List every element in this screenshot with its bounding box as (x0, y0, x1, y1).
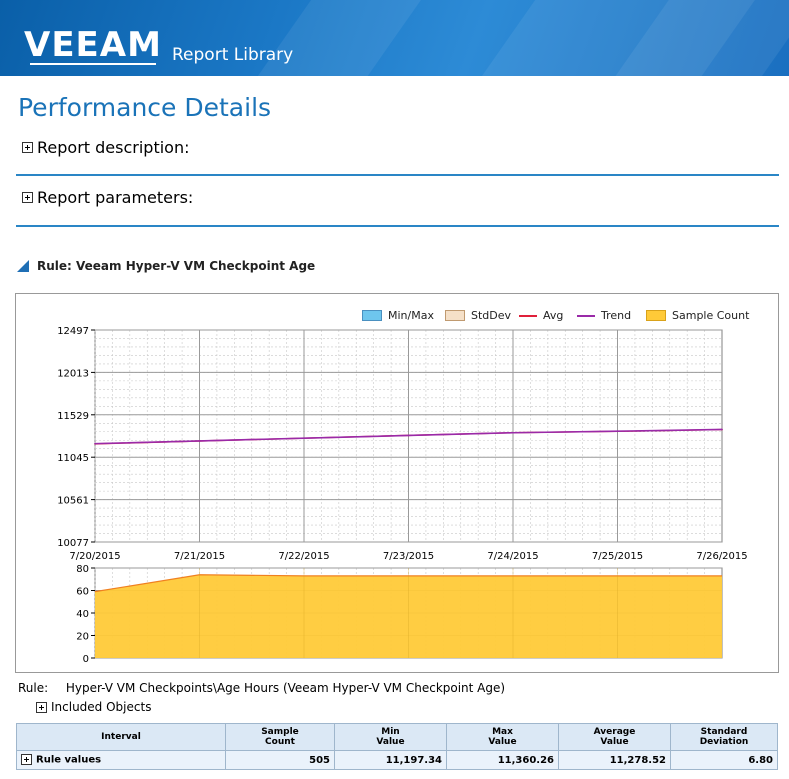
y-tick-label: 12497 (57, 326, 89, 337)
corner-triangle-icon (17, 260, 29, 272)
included-objects-toggle[interactable]: Included Objects (36, 700, 151, 714)
legend-swatch (577, 314, 595, 317)
x-tick-label: 7/25/2015 (592, 551, 643, 562)
table-cell: 11,278.52 (558, 750, 671, 770)
section-label: Report parameters: (37, 188, 194, 207)
report-parameters-toggle[interactable]: Report parameters: (22, 188, 193, 207)
y-tick-label: 10561 (57, 496, 89, 507)
y-tick-label: 0 (83, 654, 89, 665)
rule-info-value: Hyper-V VM Checkpoints\Age Hours (Veeam … (65, 681, 506, 695)
legend-item-trend: Trend (577, 309, 631, 322)
data-point-trend (512, 431, 514, 434)
legend-label: Min/Max (388, 309, 434, 322)
section-label: Report description: (37, 138, 190, 157)
x-tick-label: 7/22/2015 (278, 551, 329, 562)
table-cell: 6.80 (670, 750, 778, 770)
legend-swatch (362, 310, 382, 321)
x-tick-label: 7/26/2015 (696, 551, 747, 562)
column-header: Standard Deviation (670, 723, 778, 751)
divider (16, 225, 779, 227)
y-tick-label: 60 (76, 587, 89, 598)
x-tick-label: 7/21/2015 (174, 551, 225, 562)
table-header-row: Interval Sample Count Min Value Max Valu… (16, 723, 778, 751)
y-tick-label: 11045 (57, 453, 89, 464)
rule-info: Rule: Hyper-V VM Checkpoints\Age Hours (… (18, 681, 505, 695)
header-banner: VEEAM Report Library (0, 0, 789, 76)
expand-icon[interactable] (22, 192, 33, 203)
data-point-trend (198, 440, 201, 442)
expand-icon[interactable] (21, 754, 32, 766)
veeam-logo: VEEAM (24, 25, 162, 65)
included-objects-label: Included Objects (51, 700, 152, 714)
rule-heading: Rule: Veeam Hyper-V VM Checkpoint Age (17, 259, 315, 273)
logo-underline (30, 63, 156, 65)
table-cell: 11,360.26 (446, 750, 559, 770)
column-header: Sample Count (225, 723, 335, 751)
table-cell: 505 (225, 750, 335, 770)
y-tick-label: 40 (76, 609, 89, 620)
legend-swatch (519, 314, 537, 317)
legend-item-stddev: StdDev (445, 309, 511, 322)
data-point-trend (407, 434, 410, 437)
column-header: Average Value (558, 723, 671, 751)
y-tick-label: 20 (76, 632, 89, 643)
legend-swatch (646, 310, 666, 321)
legend-item-minmax: Min/Max (362, 309, 434, 322)
rule-info-label: Rule: (18, 681, 49, 695)
legend-label: Avg (543, 309, 564, 322)
data-point-trend (94, 442, 96, 445)
y-tick-label: 11529 (57, 411, 89, 422)
app-title: Report Library (172, 45, 294, 65)
legend-item-avg: Avg (519, 309, 563, 322)
column-header: Interval (16, 723, 226, 751)
expand-icon[interactable] (36, 701, 47, 713)
table-row: Rule values 505 11,197.34 11,360.26 11,2… (16, 750, 778, 770)
report-description-toggle[interactable]: Report description: (22, 138, 189, 157)
x-tick-label: 7/20/2015 (69, 551, 120, 562)
legend-swatch (445, 310, 465, 321)
stats-table: Interval Sample Count Min Value Max Valu… (16, 723, 778, 770)
expand-icon[interactable] (22, 142, 33, 153)
table-cell-interval[interactable]: Rule values (16, 750, 226, 770)
page-title: Performance Details (18, 93, 272, 122)
legend-label: Sample Count (672, 309, 750, 322)
divider (16, 174, 779, 176)
legend-label: Trend (601, 309, 632, 322)
column-header: Min Value (334, 723, 447, 751)
data-point-trend (721, 428, 723, 431)
row-label: Rule values (36, 754, 102, 766)
legend-label: StdDev (471, 309, 512, 322)
y-tick-label: 12013 (57, 368, 89, 379)
legend-item-sample-count: Sample Count (646, 309, 749, 322)
x-tick-label: 7/24/2015 (487, 551, 538, 562)
rule-heading-text: Rule: Veeam Hyper-V VM Checkpoint Age (37, 259, 316, 273)
data-point-trend (303, 437, 305, 439)
y-tick-label: 80 (76, 564, 89, 575)
data-point-trend (616, 430, 619, 432)
table-cell: 11,197.34 (334, 750, 447, 770)
column-header: Max Value (446, 723, 559, 751)
x-tick-label: 7/23/2015 (383, 551, 434, 562)
y-tick-label: 10077 (57, 538, 89, 549)
